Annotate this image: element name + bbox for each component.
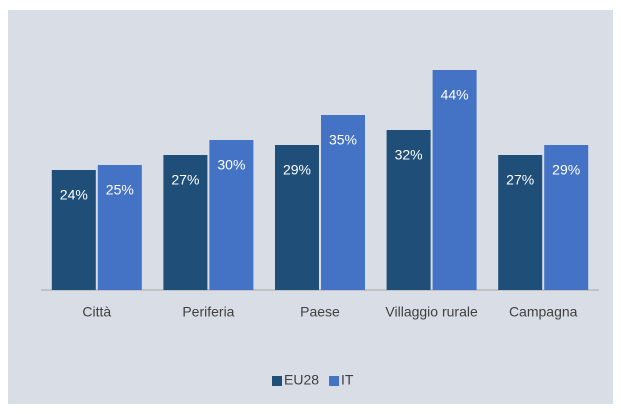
legend-label: EU28 bbox=[284, 372, 319, 388]
data-label: 29% bbox=[552, 162, 580, 178]
data-label: 35% bbox=[329, 132, 357, 148]
x-tick-label: Paese bbox=[300, 304, 340, 320]
bar bbox=[544, 145, 589, 290]
data-label: 32% bbox=[395, 147, 423, 163]
data-label: 44% bbox=[441, 87, 469, 103]
bar bbox=[209, 140, 254, 290]
x-tick-label: Villaggio rurale bbox=[385, 304, 478, 320]
data-label: 27% bbox=[506, 172, 534, 188]
x-tick-label: Campagna bbox=[509, 304, 578, 320]
legend-label: IT bbox=[341, 372, 354, 388]
data-label: 24% bbox=[60, 187, 88, 203]
data-label: 27% bbox=[171, 172, 199, 188]
data-label: 29% bbox=[283, 162, 311, 178]
bar bbox=[97, 165, 142, 290]
data-label: 25% bbox=[106, 182, 134, 198]
bar bbox=[498, 155, 543, 290]
legend-swatch bbox=[272, 376, 282, 386]
data-label: 30% bbox=[217, 157, 245, 173]
bar bbox=[163, 155, 208, 290]
x-tick-label: Periferia bbox=[182, 304, 234, 320]
x-tick-label: Città bbox=[82, 304, 111, 320]
bar bbox=[321, 115, 365, 290]
bar bbox=[386, 130, 431, 290]
bar bbox=[275, 145, 319, 290]
legend-swatch bbox=[329, 376, 340, 386]
bar bbox=[51, 170, 96, 290]
bar bbox=[432, 70, 477, 290]
